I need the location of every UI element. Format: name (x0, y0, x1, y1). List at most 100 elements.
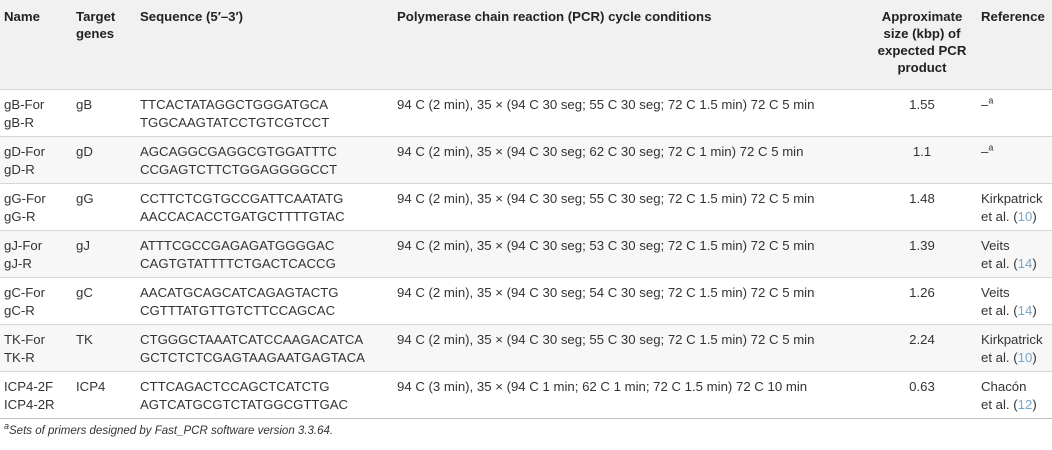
reference-author: Kirkpatrick (981, 331, 1043, 347)
reference-footnote-marker: a (988, 95, 994, 106)
table-footnote: aSets of primers designed by Fast_PCR so… (0, 419, 1052, 443)
cell-conditions: 94 C (2 min), 35 × (94 C 30 seg; 55 C 30… (393, 88, 867, 136)
header-reference: Reference (981, 9, 1045, 24)
product-size: 0.63 (909, 378, 935, 394)
cell-size: 0.63 (867, 370, 977, 419)
header-size: Approximate size (kbp) of expected PCR p… (877, 9, 967, 75)
product-size: 1.1 (912, 143, 932, 159)
reference-dash: – (981, 143, 989, 159)
reference-link[interactable]: 12 (1017, 396, 1033, 412)
cell-size: 1.1 (867, 135, 977, 183)
product-size: 2.24 (909, 331, 935, 347)
reverse-sequence: TGGCAAGTATCCTGTCGTCCT (140, 114, 330, 130)
reference-etal: et al. (12) (981, 396, 1037, 412)
reference-link[interactable]: 10 (1017, 349, 1033, 365)
table-row: gC-For gC-R gC AACATGCAGCATCAGAGTACTG CGTTTA… (0, 276, 1052, 324)
cell-reference: Kirkpatrick et al. (10) (977, 182, 1052, 230)
cell-name: gJ-For gJ-R (0, 229, 72, 277)
target-gene: gG (76, 190, 94, 206)
reference-link[interactable]: 10 (1017, 208, 1033, 224)
table-row: gB-For gB-R gB TTCACTATAGGCTGGGATGCA TGGCAAG… (0, 88, 1052, 136)
reference-etal-text: et al. ( (981, 396, 1018, 412)
cell-size: 2.24 (867, 323, 977, 371)
primer-forward-name: gC-For (4, 284, 46, 300)
target-gene: gB (76, 96, 93, 112)
table-row: TK-For TK-R TK CTGGGCTAAATCATCCAAGACATCA GCT… (0, 323, 1052, 371)
cell-sequence: TTCACTATAGGCTGGGATGCA TGGCAAGTATCCTGTCGTC… (136, 88, 393, 136)
cell-gene: ICP4 (72, 370, 136, 419)
target-gene: gC (76, 284, 93, 300)
forward-sequence: AGCAGGCGAGGCGTGGATTTC (140, 143, 337, 159)
cell-conditions: 94 C (2 min), 35 × (94 C 30 seg; 55 C 30… (393, 323, 867, 371)
cell-reference: Veits et al. (14) (977, 276, 1052, 324)
header-name: Name (4, 9, 40, 24)
pcr-conditions: 94 C (2 min), 35 × (94 C 30 seg; 62 C 30… (397, 143, 804, 159)
primer-reverse-name: gC-R (4, 302, 35, 318)
cell-reference: –a (977, 135, 1052, 183)
reference-etal-text: et al. ( (981, 255, 1018, 271)
cell-sequence: CCTTCTCGTGCCGATTCAATATG AACCACACCTGATGCTT… (136, 182, 393, 230)
reference-etal-text: et al. ( (981, 349, 1018, 365)
reverse-sequence: GCTCTCTCGAGTAAGAATGAGTACA (140, 349, 365, 365)
pcr-conditions: 94 C (2 min), 35 × (94 C 30 seg; 53 C 30… (397, 237, 815, 253)
cell-name: gC-For gC-R (0, 276, 72, 324)
cell-sequence: CTGGGCTAAATCATCCAAGACATCA GCTCTCTCGAGTAAG… (136, 323, 393, 371)
cell-reference: Chacón et al. (12) (977, 370, 1052, 419)
reference-link[interactable]: 14 (1017, 255, 1033, 271)
footnote-text: Sets of primers designed by Fast_PCR sof… (9, 424, 334, 437)
reference-etal: et al. (14) (981, 255, 1037, 271)
reference-author: Veits (981, 237, 1010, 253)
forward-sequence: TTCACTATAGGCTGGGATGCA (140, 96, 329, 112)
table-row: gJ-For gJ-R gJ ATTTCGCCGAGAGATGGGGAC CAGTGTA… (0, 229, 1052, 277)
product-size: 1.26 (909, 284, 935, 300)
cell-name: TK-For TK-R (0, 323, 72, 371)
cell-size: 1.55 (867, 88, 977, 136)
cell-size: 1.26 (867, 276, 977, 324)
table-row: ICP4-2F ICP4-2R ICP4 CTTCAGACTCCAGCTCATCTG A… (0, 370, 1052, 419)
cell-sequence: AGCAGGCGAGGCGTGGATTTC CCGAGTCTTCTGGAGGGGC… (136, 135, 393, 183)
pcr-conditions: 94 C (2 min), 35 × (94 C 30 seg; 55 C 30… (397, 96, 815, 112)
table-row: gD-For gD-R gD AGCAGGCGAGGCGTGGATTTC CCGAGTC… (0, 135, 1052, 183)
primer-forward-name: gB-For (4, 96, 45, 112)
footnote-marker: a (4, 420, 10, 431)
cell-size: 1.39 (867, 229, 977, 277)
cell-name: gB-For gB-R (0, 88, 72, 136)
cell-name: gD-For gD-R (0, 135, 72, 183)
target-gene: ICP4 (76, 378, 106, 394)
reference-etal-text: et al. ( (981, 302, 1018, 318)
reverse-sequence: AACCACACCTGATGCTTTTGTAC (140, 208, 345, 224)
cell-gene: gG (72, 182, 136, 230)
primer-forward-name: ICP4-2F (4, 378, 54, 394)
cell-gene: gB (72, 88, 136, 136)
reference-etal-text: et al. ( (981, 208, 1018, 224)
primer-table: Name Target genes Sequence (5′–3′) Polym… (0, 0, 1052, 419)
primer-reverse-name: gD-R (4, 161, 35, 177)
cell-reference: Kirkpatrick et al. (10) (977, 323, 1052, 371)
reverse-sequence: CCGAGTCTTCTGGAGGGGCCT (140, 161, 338, 177)
primer-reverse-name: gJ-R (4, 255, 32, 271)
reverse-sequence: AGTCATGCGTCTATGGCGTTGAC (140, 396, 349, 412)
reference-link[interactable]: 14 (1017, 302, 1033, 318)
pcr-conditions: 94 C (2 min), 35 × (94 C 30 seg; 55 C 30… (397, 190, 815, 206)
cell-reference: –a (977, 88, 1052, 136)
primer-forward-name: gG-For (4, 190, 46, 206)
primer-reverse-name: gB-R (4, 114, 35, 130)
forward-sequence: ATTTCGCCGAGAGATGGGGAC (140, 237, 335, 253)
pcr-conditions: 94 C (3 min), 35 × (94 C 1 min; 62 C 1 m… (397, 378, 808, 394)
header-target-genes: Target genes (76, 9, 116, 41)
cell-size: 1.48 (867, 182, 977, 230)
reference-dash: – (981, 96, 989, 112)
table-header: Name Target genes Sequence (5′–3′) Polym… (0, 0, 1052, 89)
target-gene: gD (76, 143, 93, 159)
cell-sequence: AACATGCAGCATCAGAGTACTG CGTTTATGTTGTCTTCCA… (136, 276, 393, 324)
primer-forward-name: TK-For (4, 331, 46, 347)
cell-conditions: 94 C (2 min), 35 × (94 C 30 seg; 55 C 30… (393, 182, 867, 230)
forward-sequence: CTGGGCTAAATCATCCAAGACATCA (140, 331, 364, 347)
table-body: gB-For gB-R gB TTCACTATAGGCTGGGATGCA TGGCAAG… (0, 88, 1052, 419)
cell-reference: Veits et al. (14) (977, 229, 1052, 277)
pcr-conditions: 94 C (2 min), 35 × (94 C 30 seg; 54 C 30… (397, 284, 815, 300)
primer-reverse-name: TK-R (4, 349, 35, 365)
product-size: 1.48 (909, 190, 935, 206)
reference-footnote-marker: a (988, 142, 994, 153)
